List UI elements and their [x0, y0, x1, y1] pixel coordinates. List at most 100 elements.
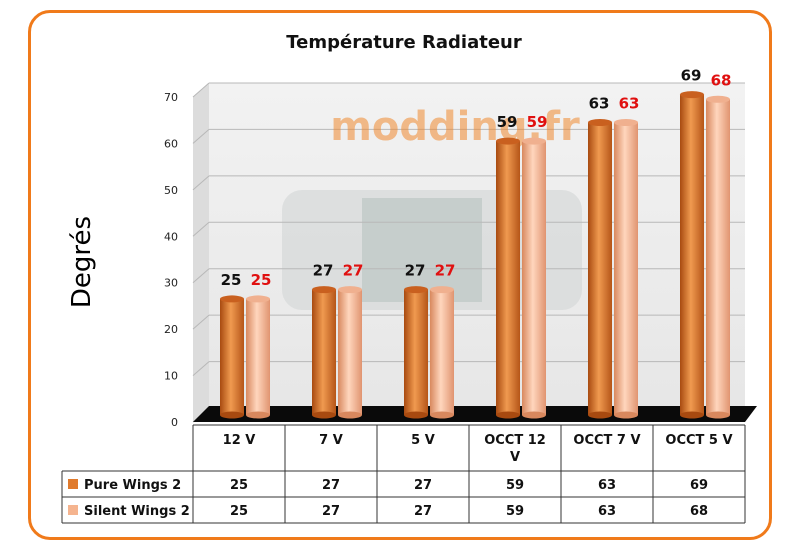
table-cell: 27	[414, 504, 432, 519]
y-tick-label: 30	[164, 277, 178, 290]
side-wall	[193, 83, 209, 422]
bar-bottom	[706, 411, 730, 419]
bar-bottom	[680, 411, 704, 419]
bar-body	[338, 289, 362, 415]
background-photo-screen	[362, 198, 482, 302]
table-cell: 69	[690, 478, 708, 493]
y-axis-label: Degrés	[67, 216, 97, 308]
bar-bottom	[312, 411, 336, 419]
legend-swatch	[68, 505, 78, 515]
table-cell: 25	[230, 504, 248, 519]
bar-silent-2	[430, 286, 454, 419]
bar-bottom	[220, 411, 244, 419]
y-tick-label: 10	[164, 370, 178, 383]
x-tick-label-line: V	[510, 450, 520, 465]
x-tick-label-line: OCCT 12	[484, 433, 546, 448]
x-tick-label: OCCT 12 V	[484, 433, 546, 465]
gridline-depth	[192, 221, 210, 237]
x-tick-label: 7 V	[319, 433, 343, 448]
x-tick-label: 12 V	[223, 433, 256, 448]
bar-top	[522, 137, 546, 145]
table-cell: 59	[506, 478, 524, 493]
data-label: 69	[681, 67, 702, 85]
bar-top	[312, 286, 336, 294]
table-cell: 27	[414, 478, 432, 493]
bar-top	[496, 137, 520, 145]
data-label: 63	[619, 95, 640, 113]
x-tick-label: 5 V	[411, 433, 435, 448]
y-tick-label: 50	[164, 184, 178, 197]
data-label: 27	[343, 262, 364, 280]
table-cell: 63	[598, 478, 616, 493]
y-tick-label: 40	[164, 230, 178, 243]
data-label: 63	[589, 95, 610, 113]
gridline-depth	[192, 268, 210, 284]
bar-body	[430, 289, 454, 415]
bar-body	[496, 141, 520, 416]
data-label: 27	[313, 262, 334, 280]
bar-pure-5	[680, 91, 704, 419]
bar-body	[220, 298, 244, 415]
table-cell: 27	[322, 504, 340, 519]
table-cell: 25	[230, 478, 248, 493]
bar-top	[404, 286, 428, 294]
bar-silent-4	[614, 119, 638, 419]
bar-body	[680, 94, 704, 416]
table-cell: 59	[506, 504, 524, 519]
bar-body	[404, 289, 428, 415]
data-label: 27	[405, 262, 426, 280]
x-tick-label: OCCT 7 V	[573, 433, 640, 448]
bar-bottom	[430, 411, 454, 419]
legend-label: Silent Wings 2	[84, 504, 190, 519]
bar-bottom	[246, 411, 270, 419]
legend-label: Pure Wings 2	[84, 478, 181, 493]
bar-pure-1	[312, 286, 336, 419]
y-tick-label: 20	[164, 323, 178, 336]
bar-top	[706, 95, 730, 103]
bar-top	[614, 119, 638, 126]
floor	[193, 406, 757, 422]
chart-title: Température Radiateur	[286, 32, 522, 53]
bar-body	[522, 141, 546, 416]
bar-pure-0	[220, 295, 244, 419]
bar-body	[312, 289, 336, 415]
bars	[193, 91, 757, 422]
data-label: 27	[435, 262, 456, 280]
gridline-depth	[192, 361, 210, 376]
gridline-depth	[192, 314, 210, 330]
bar-body	[614, 122, 638, 415]
bar-body	[246, 298, 270, 415]
y-tick-label: 0	[171, 416, 178, 429]
gridline-depth	[192, 129, 210, 144]
bar-silent-0	[246, 295, 270, 419]
bar-top	[220, 295, 244, 303]
bar-pure-3	[496, 137, 520, 419]
y-tick-label: 60	[164, 137, 178, 150]
bar-top	[338, 286, 362, 294]
bar-silent-1	[338, 286, 362, 419]
table-cell: 27	[322, 478, 340, 493]
y-tick-label: 70	[164, 91, 178, 104]
bar-silent-5	[706, 95, 730, 419]
bar-top	[588, 119, 612, 126]
data-table: 12 V 7 V 5 V OCCT 12 V OCCT 7 V OCCT 5 V Pure W…	[61, 424, 746, 524]
bar-bottom	[614, 411, 638, 419]
data-label: 25	[251, 271, 272, 289]
data-label: 59	[497, 113, 518, 131]
bar-pure-4	[588, 119, 612, 419]
data-label: 25	[221, 271, 242, 289]
gridline-depth	[192, 175, 210, 191]
table-cell: 63	[598, 504, 616, 519]
bar-bottom	[522, 411, 546, 419]
bar-body	[588, 122, 612, 415]
bar-top	[430, 286, 454, 294]
legend-swatch	[68, 479, 78, 489]
data-labels: 25 25 27 27 27 27 59 59 63 63 69 68	[221, 67, 732, 289]
bar-bottom	[338, 411, 362, 419]
bar-silent-3	[522, 137, 546, 419]
y-axis: 0 10 20 30 40 50 60 70	[164, 91, 178, 429]
data-label: 59	[527, 113, 548, 131]
bar-bottom	[496, 411, 520, 419]
bar-top	[680, 91, 704, 99]
